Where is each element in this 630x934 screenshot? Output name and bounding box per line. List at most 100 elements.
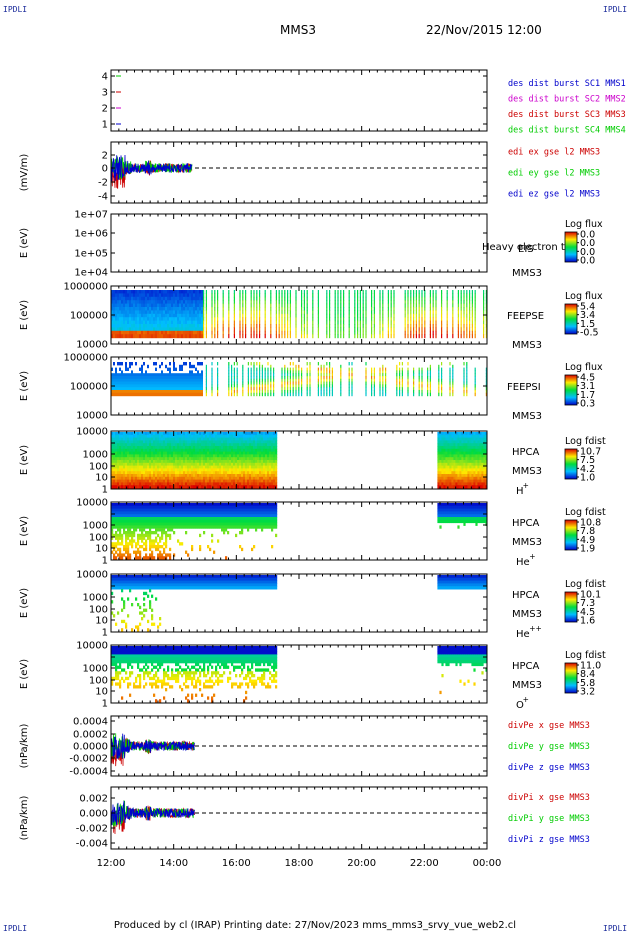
hpca-cell	[131, 474, 134, 478]
feepse-cell	[147, 307, 149, 311]
feepsi-cell	[205, 370, 207, 374]
hpca-cell	[113, 474, 116, 478]
hpca-cell	[177, 451, 180, 455]
hpca-cell	[183, 432, 186, 436]
hpca-cell	[145, 432, 148, 436]
feepse-cell	[175, 327, 177, 332]
hpca-cell	[125, 432, 128, 436]
feepse-cell	[233, 290, 235, 294]
hpca-cell	[209, 474, 212, 478]
panel-feepsi-ytick-label: 100000	[70, 382, 108, 393]
hpca-cell	[227, 440, 230, 444]
hpca-cell	[187, 437, 190, 441]
feepsi-cell	[306, 370, 308, 374]
feepsi-cell	[121, 378, 123, 383]
feepse-cell	[217, 303, 219, 308]
feepsi-cell	[418, 378, 420, 383]
feepse-cell	[393, 327, 395, 332]
feepse-cell	[357, 334, 359, 339]
feepsi-cell	[301, 376, 303, 380]
feepse-cell	[415, 296, 417, 301]
feepse-cell	[340, 313, 342, 318]
feepsi-cell	[466, 387, 468, 391]
hpca-cell	[249, 476, 252, 481]
hpca-cell	[127, 434, 130, 439]
feepse-cell	[379, 310, 381, 315]
feepse-cell	[127, 334, 129, 339]
hpca-cell	[201, 440, 204, 444]
feepsi-cell	[396, 367, 398, 371]
hpca-cell	[243, 482, 246, 486]
feepse-cell	[211, 320, 213, 325]
hpca-cell	[217, 443, 220, 447]
feepse-cell	[127, 327, 129, 332]
feepsi-cell	[167, 381, 169, 385]
hpca-cell	[179, 434, 182, 439]
feepse-cell	[123, 327, 125, 332]
feepse-cell	[183, 307, 185, 311]
feepse-cell	[203, 313, 205, 318]
feepse-cell	[460, 300, 462, 305]
hpca-cell	[253, 448, 256, 453]
hpca-cell	[163, 432, 166, 436]
feepse-cell	[387, 320, 389, 325]
hpca-cell	[199, 485, 202, 489]
hpca-cell	[203, 440, 206, 444]
feepsi-cell	[261, 367, 263, 371]
hpca-cell	[201, 432, 204, 436]
hpca-cell	[207, 457, 210, 461]
hpca-cell	[211, 462, 214, 467]
feepse-cell	[418, 313, 420, 318]
feepse-cell	[256, 303, 258, 308]
feepsi-cell	[117, 390, 119, 394]
feepse-cell	[256, 320, 258, 325]
hpca-cell	[177, 476, 180, 481]
feepse-cell	[474, 310, 476, 315]
hpca-cell	[237, 443, 240, 447]
feepse-cell	[359, 313, 361, 318]
feepsi-cell	[382, 376, 384, 380]
hpca-cell	[163, 479, 166, 483]
hpca-cell	[259, 471, 262, 475]
feepsi-cell	[427, 390, 429, 394]
hpca-cell	[139, 465, 142, 469]
feepse-cell	[329, 334, 331, 339]
hpca-cell	[231, 479, 234, 483]
feepsi-cell	[331, 390, 333, 394]
hpca-cell	[133, 462, 136, 467]
feepsi-cell	[284, 387, 286, 391]
feepsi-cell	[267, 362, 269, 366]
hpca-cell	[221, 434, 224, 439]
feepse-cell	[410, 330, 412, 335]
feepse-cell	[275, 310, 277, 315]
hpca-cell	[261, 479, 264, 483]
feepse-cell	[167, 293, 169, 298]
hpca-cell	[129, 485, 132, 489]
feepsi-cell	[175, 378, 177, 383]
feepse-cell	[253, 310, 255, 315]
feepsi-cell	[287, 381, 289, 385]
feepsi-cell	[191, 373, 193, 377]
feepsi-cell	[247, 370, 249, 374]
feepse-cell	[485, 293, 487, 298]
feepsi-cell	[427, 384, 429, 388]
hpca-cell	[145, 457, 148, 461]
feepsi-cell	[171, 390, 173, 394]
feepsi-cell	[396, 370, 398, 374]
hpca-cell	[165, 448, 168, 453]
feepse-cell	[418, 327, 420, 332]
hpca-cell	[115, 485, 118, 489]
hpca-cell	[205, 432, 208, 436]
feepse-cell	[175, 324, 177, 328]
hpca-cell	[169, 471, 172, 475]
feepse-cell	[404, 310, 406, 315]
feepsi-cell	[287, 390, 289, 394]
feepsi-cell	[438, 390, 440, 394]
feepse-cell	[289, 293, 291, 298]
feepse-cell	[253, 293, 255, 298]
hpca-cell	[269, 454, 272, 458]
feepse-cell	[115, 324, 117, 328]
feepse-cell	[373, 293, 375, 298]
feepsi-cell	[247, 373, 249, 377]
hpca-cell	[149, 454, 152, 458]
